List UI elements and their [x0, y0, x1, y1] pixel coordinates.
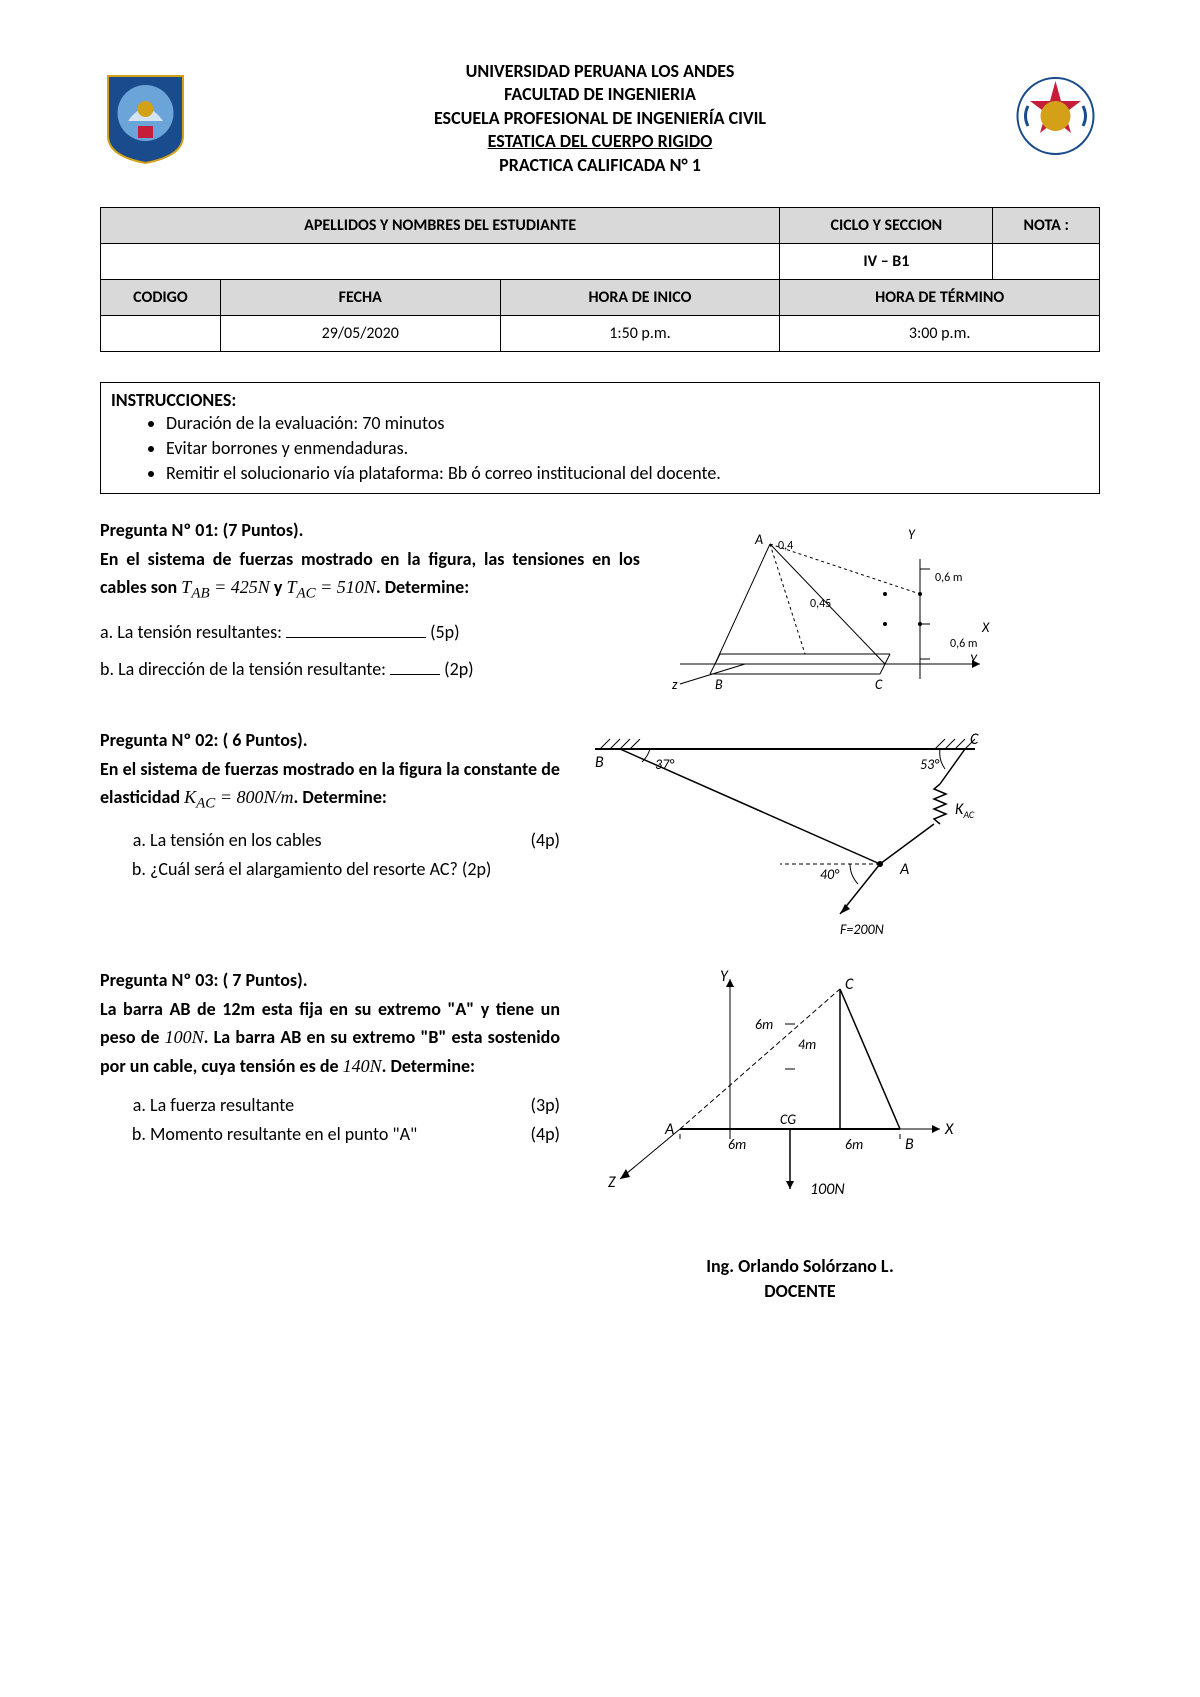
cycle-value: IV – B1 [780, 243, 993, 279]
signature-name: Ing. Orlando Solórzano L. [500, 1254, 1100, 1279]
date-value: 29/05/2020 [220, 315, 500, 351]
q3-figure: X Y Z A C B CG [580, 969, 960, 1214]
instruction-item: Evitar borrones y enmendaduras. [166, 436, 1089, 461]
end-label: HORA DE TÉRMINO [780, 279, 1100, 315]
q1-figure: X Y z A 0,4 [660, 519, 1000, 704]
cycle-label: CICLO Y SECCION [780, 207, 993, 243]
svg-text:0,4: 0,4 [778, 539, 793, 553]
instructions-box: INSTRUCCIONES: Duración de la evaluación… [100, 382, 1100, 494]
logo-right [1010, 68, 1100, 168]
svg-text:B: B [595, 753, 604, 772]
signature: Ing. Orlando Solórzano L. DOCENTE [500, 1254, 1100, 1304]
svg-text:B: B [715, 676, 723, 693]
svg-text:0,6 m: 0,6 m [935, 571, 962, 585]
q3-items: La fuerza resultante(3p) Momento resulta… [100, 1091, 560, 1149]
svg-text:B: B [905, 1135, 914, 1154]
q1-b: b. La dirección de la tensión resultante… [100, 658, 640, 680]
svg-text:X: X [944, 1120, 954, 1139]
title-line1: UNIVERSIDAD PERUANA LOS ANDES [190, 60, 1010, 83]
q3-title: Pregunta Nº 03: ( 7 Puntos). [100, 969, 560, 991]
grade-label: NOTA : [993, 207, 1100, 243]
instructions-list: Duración de la evaluación: 70 minutos Ev… [111, 411, 1089, 487]
svg-text:Y: Y [720, 969, 729, 986]
svg-text:CG: CG [780, 1111, 796, 1128]
q3-a: La fuerza resultante(3p) [150, 1091, 560, 1120]
logo-left [100, 68, 190, 168]
svg-text:KAC: KAC [955, 800, 975, 821]
start-value: 1:50 p.m. [500, 315, 780, 351]
title-line2: FACULTAD DE INGENIERIA [190, 83, 1010, 106]
svg-text:Z: Z [608, 1173, 616, 1192]
signature-role: DOCENTE [500, 1279, 1100, 1304]
svg-text:37°: 37° [655, 756, 675, 773]
q2-b: ¿Cuál será el alargamiento del resorte A… [150, 855, 560, 884]
title-line3: ESCUELA PROFESIONAL DE INGENIERÍA CIVIL [190, 107, 1010, 130]
svg-text:C: C [970, 730, 979, 749]
code-label: CODIGO [101, 279, 221, 315]
svg-text:53°: 53° [920, 756, 940, 773]
q3-body: La barra AB de 12m esta fija en su extre… [100, 995, 560, 1081]
svg-text:100N: 100N [810, 1180, 845, 1199]
start-label: HORA DE INICO [500, 279, 780, 315]
svg-text:Y: Y [908, 526, 916, 543]
document-header: UNIVERSIDAD PERUANA LOS ANDES FACULTAD D… [100, 60, 1100, 177]
svg-text:6m: 6m [755, 1016, 773, 1033]
title-line5: PRACTICA CALIFICADA N° 1 [190, 154, 1010, 177]
q1-body: En el sistema de fuerzas mostrado en la … [100, 545, 640, 606]
svg-text:6m: 6m [845, 1136, 863, 1153]
q2-items: La tensión en los cables(4p) ¿Cuál será … [100, 826, 560, 884]
info-table: APELLIDOS Y NOMBRES DEL ESTUDIANTE CICLO… [100, 207, 1100, 352]
q2-title: Pregunta Nº 02: ( 6 Puntos). [100, 729, 560, 751]
student-label: APELLIDOS Y NOMBRES DEL ESTUDIANTE [101, 207, 780, 243]
svg-text:A: A [754, 531, 763, 548]
svg-text:40°: 40° [820, 866, 840, 883]
q2-a: La tensión en los cables(4p) [150, 826, 560, 855]
instruction-item: Duración de la evaluación: 70 minutos [166, 411, 1089, 436]
svg-text:6m: 6m [728, 1136, 746, 1153]
q2-body: En el sistema de fuerzas mostrado en la … [100, 755, 560, 816]
q1-a: a. La tensión resultantes: (5p) [100, 621, 640, 643]
grade-value [993, 243, 1100, 279]
svg-text:4m: 4m [798, 1036, 816, 1053]
question-3: Pregunta Nº 03: ( 7 Puntos). La barra AB… [100, 969, 1100, 1214]
svg-text:0,45: 0,45 [810, 597, 831, 611]
question-2: Pregunta Nº 02: ( 6 Puntos). En el siste… [100, 729, 1100, 944]
end-value: 3:00 p.m. [780, 315, 1100, 351]
date-label: FECHA [220, 279, 500, 315]
instructions-title: INSTRUCCIONES: [111, 389, 1089, 411]
svg-text:A: A [899, 860, 909, 879]
svg-text:X: X [981, 619, 990, 636]
instruction-item: Remitir el solucionario vía plataforma: … [166, 461, 1089, 486]
title-line4: ESTATICA DEL CUERPO RIGIDO [190, 130, 1010, 153]
svg-text:0,6 m: 0,6 m [950, 637, 977, 651]
q3-b: Momento resultante en el punto "A"(4p) [150, 1120, 560, 1149]
q1-title: Pregunta Nº 01: (7 Puntos). [100, 519, 640, 541]
svg-text:C: C [845, 975, 854, 994]
code-value [101, 315, 221, 351]
student-value [101, 243, 780, 279]
svg-text:z: z [672, 676, 678, 693]
q2-figure: B C 37° 53° A 40 [580, 729, 990, 944]
svg-text:C: C [875, 676, 883, 693]
header-titles: UNIVERSIDAD PERUANA LOS ANDES FACULTAD D… [190, 60, 1010, 177]
question-1: Pregunta Nº 01: (7 Puntos). En el sistem… [100, 519, 1100, 704]
svg-text:Y: Y [970, 651, 978, 668]
svg-text:F=200N: F=200N [840, 921, 884, 938]
svg-text:A: A [664, 1120, 674, 1139]
